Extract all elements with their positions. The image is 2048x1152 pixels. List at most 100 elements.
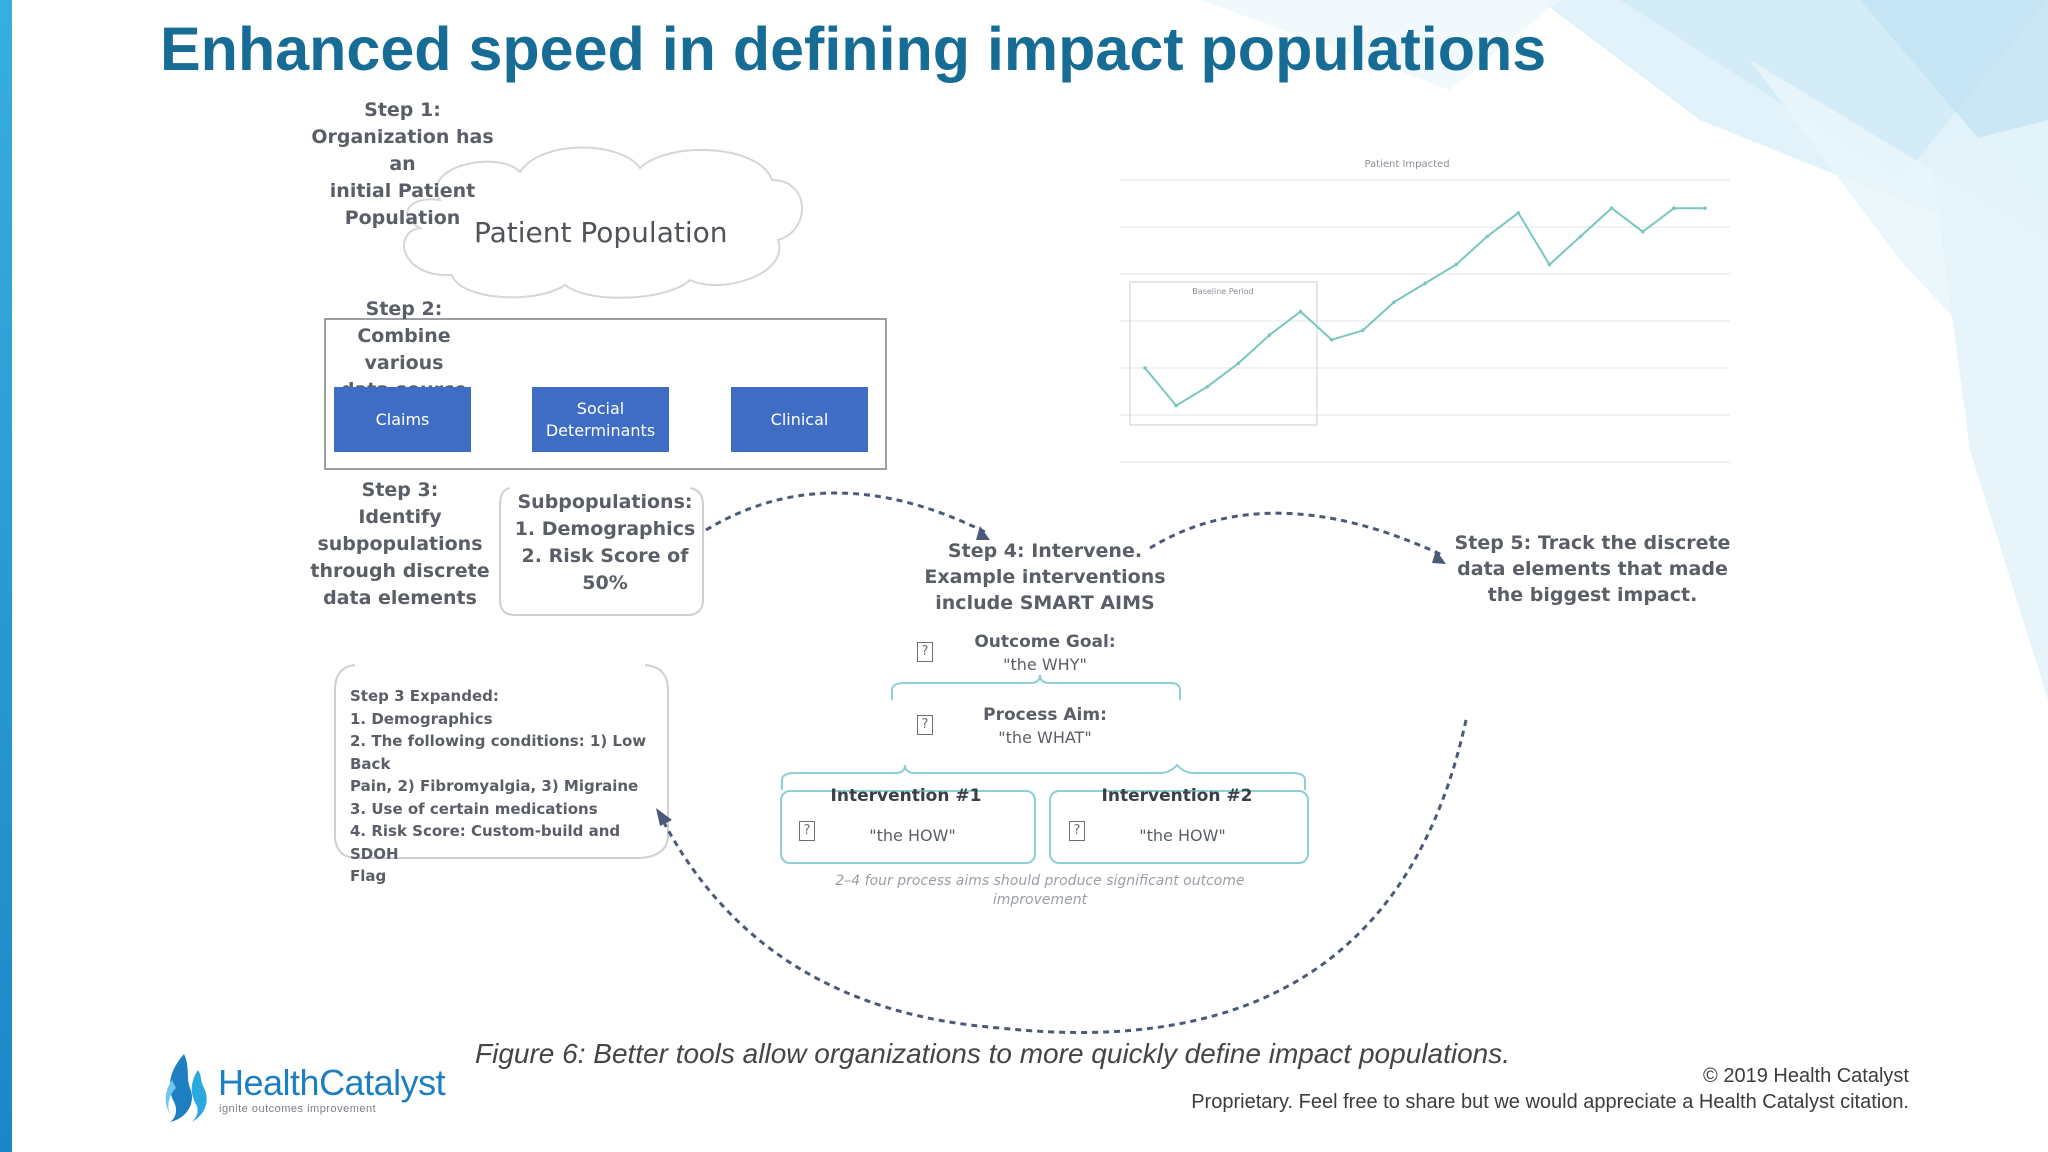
step3-line: through discrete bbox=[310, 560, 490, 582]
chart-point bbox=[1143, 366, 1147, 370]
subpopulations-line: 50% bbox=[582, 572, 628, 594]
figure-caption: Figure 6: Better tools allow organizatio… bbox=[475, 1038, 1510, 1069]
subpopulations-line: Subpopulations: bbox=[517, 491, 693, 513]
source-clinical: Clinical bbox=[731, 387, 868, 452]
logo-flame-icon bbox=[165, 1054, 207, 1122]
step5-text: Step 5: Track the discrete data elements… bbox=[1450, 530, 1735, 608]
intervention1-icon: ? bbox=[799, 821, 815, 841]
step3-expanded-line: Pain, 2) Fibromyalgia, 3) Migraine bbox=[350, 777, 639, 795]
logo-tagline: ignite outcomes improvement bbox=[219, 1103, 377, 1115]
outcome-goal-subtitle: "the WHY" bbox=[1003, 655, 1087, 674]
step3-expanded-text: Step 3 Expanded: 1. Demographics 2. The … bbox=[350, 685, 670, 888]
chart-point bbox=[1298, 309, 1303, 314]
intervention2-icon: ? bbox=[1069, 821, 1085, 841]
chart-point bbox=[1423, 281, 1427, 286]
logo-name: HealthCatalyst bbox=[218, 1062, 446, 1103]
chart-series-line bbox=[1144, 206, 1705, 407]
chart-point bbox=[1267, 333, 1272, 337]
chart-point bbox=[1672, 206, 1676, 210]
chart-point bbox=[1236, 361, 1241, 366]
chart-point bbox=[1454, 262, 1458, 267]
chart-point bbox=[1703, 206, 1707, 210]
step4-line: include SMART AIMS bbox=[935, 592, 1155, 614]
outcome-goal-icon: ? bbox=[917, 642, 933, 662]
arrow-loop-back bbox=[658, 719, 1468, 1034]
step5-line: Step 5: Track the discrete bbox=[1454, 532, 1731, 554]
step5-line: the biggest impact. bbox=[1487, 584, 1698, 606]
note-line: improvement bbox=[992, 892, 1088, 908]
chart-point bbox=[1392, 300, 1396, 304]
step2-line: Step 2: bbox=[365, 298, 443, 320]
intervention1-title: Intervention #1 bbox=[830, 786, 982, 806]
step1-line: Population bbox=[344, 207, 461, 229]
chart-point bbox=[1609, 206, 1614, 210]
cloud-shape bbox=[403, 146, 803, 299]
proprietary-notice: Proprietary. Feel free to share but we w… bbox=[1191, 1091, 1909, 1113]
intervention1-box bbox=[780, 790, 1036, 864]
step4-line: Step 4: Intervene. bbox=[947, 540, 1143, 562]
bracket-outcome bbox=[891, 674, 1181, 700]
arrowhead-step3-expanded bbox=[656, 808, 672, 826]
step3-expanded-line: Flag bbox=[350, 867, 387, 885]
outcome-goal-title: Outcome Goal: bbox=[974, 632, 1116, 652]
chart-point bbox=[1640, 229, 1645, 234]
intervention2-subtitle: "the HOW" bbox=[1139, 826, 1226, 845]
left-accent-bar bbox=[0, 0, 12, 1152]
subpopulations-text: Subpopulations: 1. Demographics 2. Risk … bbox=[505, 489, 705, 597]
intervention1-subtitle: "the HOW" bbox=[869, 826, 956, 845]
step3-expanded-line: 1. Demographics bbox=[350, 709, 493, 728]
arrow-step4-to-step5 bbox=[1149, 511, 1443, 557]
baseline-period-box bbox=[1129, 281, 1318, 426]
intervention2-title: Intervention #2 bbox=[1101, 786, 1253, 806]
chart-point bbox=[1547, 262, 1552, 267]
chart-point bbox=[1329, 338, 1334, 342]
copyright-text: © 2019 Health Catalyst bbox=[1703, 1065, 1909, 1087]
chart-title: Patient Impacted bbox=[1364, 159, 1449, 170]
step2-line: Combine various bbox=[357, 325, 451, 374]
patient-impacted-chart: Patient Impacted Baseline Period bbox=[1120, 159, 1730, 463]
step3-expanded-line: 3. Use of certain medications bbox=[350, 799, 598, 818]
step1-line: Organization has an bbox=[311, 126, 494, 175]
note-line: 2–4 four process aims should produce sig… bbox=[835, 873, 1245, 889]
baseline-period-label: Baseline Period bbox=[1192, 287, 1253, 296]
arrow-step3-to-step4 bbox=[705, 491, 986, 534]
step4-line: Example interventions bbox=[924, 566, 1166, 588]
process-aim-icon: ? bbox=[917, 715, 933, 735]
chart-grid bbox=[1120, 179, 1730, 463]
step3-expanded-line: Step 3 Expanded: bbox=[350, 687, 499, 705]
subpopulations-line: 2. Risk Score of bbox=[521, 545, 689, 567]
step3-line: data elements bbox=[323, 587, 477, 609]
step3-expanded-line: 2. The following conditions: 1) Low Back bbox=[350, 732, 647, 773]
logo-wordmark: HealthCatalyst bbox=[218, 1062, 446, 1104]
data-sources-frame bbox=[324, 318, 887, 470]
slide-title: Enhanced speed in defining impact popula… bbox=[160, 15, 1547, 83]
step4-text: Step 4: Intervene. Example interventions… bbox=[920, 538, 1170, 616]
step3-expanded-outline bbox=[334, 664, 669, 859]
step1-text: Step 1: Organization has an initial Pati… bbox=[295, 97, 510, 232]
step3-line: subpopulations bbox=[317, 533, 483, 555]
chart-point bbox=[1578, 234, 1583, 239]
step1-line: initial Patient bbox=[329, 180, 476, 202]
process-aim-title: Process Aim: bbox=[983, 705, 1107, 725]
cloud-label: Patient Population bbox=[474, 216, 728, 249]
chart-marks bbox=[1143, 206, 1707, 408]
bracket-process bbox=[781, 763, 1306, 790]
subpopulations-line: 1. Demographics bbox=[514, 518, 696, 540]
chart-point bbox=[1205, 385, 1210, 389]
arrowhead-step4 bbox=[976, 526, 990, 540]
chart-point bbox=[1360, 328, 1365, 333]
step3-line: Identify bbox=[358, 506, 442, 528]
interventions-note: 2–4 four process aims should produce sig… bbox=[805, 872, 1275, 910]
source-social-determinants: Social Determinants bbox=[532, 387, 669, 452]
intervention2-box bbox=[1049, 790, 1309, 864]
step3-line: Step 3: bbox=[361, 479, 439, 501]
step3-text: Step 3: Identify subpopulations through … bbox=[310, 477, 490, 612]
chart-point bbox=[1516, 211, 1521, 215]
arrowhead-step5 bbox=[1432, 550, 1446, 564]
step5-line: data elements that made bbox=[1457, 558, 1728, 580]
chart-point bbox=[1485, 234, 1490, 239]
process-aim-subtitle: "the WHAT" bbox=[998, 728, 1092, 747]
step1-line: Step 1: bbox=[364, 99, 441, 121]
